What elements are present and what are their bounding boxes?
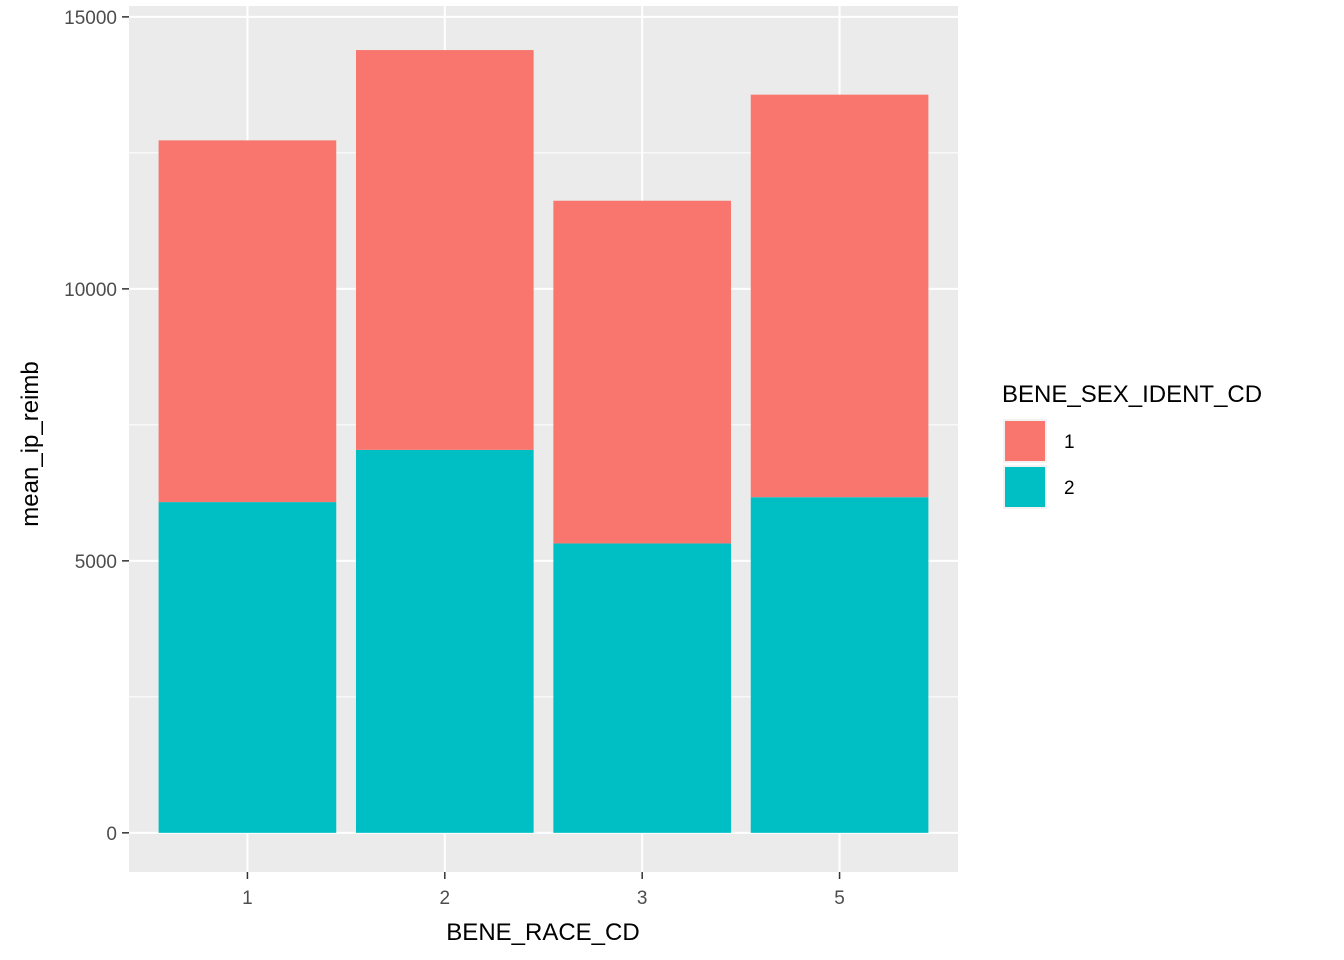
bar-race-3-sex-1: [553, 200, 732, 544]
bar-race-1-sex-2: [158, 502, 337, 833]
bars: [158, 50, 929, 833]
x-tick-label: 2: [440, 888, 451, 909]
x-tick-label: 5: [834, 888, 845, 909]
y-tick-label: 10000: [64, 280, 117, 301]
legend-label-1: 1: [1064, 432, 1075, 453]
legend-title: BENE_SEX_IDENT_CD: [1002, 381, 1262, 408]
bar-race-5-sex-1: [750, 94, 929, 498]
bar-race-2-sex-1: [355, 50, 534, 450]
y-tick-label: 15000: [64, 8, 117, 29]
x-tick-label: 3: [637, 888, 648, 909]
legend-swatch-1: [1005, 421, 1045, 461]
bar-race-3-sex-2: [553, 543, 732, 833]
x-tick-label: 1: [242, 888, 253, 909]
legend-label-2: 2: [1064, 478, 1075, 499]
bar-race-5-sex-2: [750, 497, 929, 833]
y-tick-label: 0: [106, 824, 117, 845]
y-tick-label: 5000: [75, 552, 117, 573]
x-axis-title: BENE_RACE_CD: [446, 919, 639, 946]
legend-swatch-2: [1005, 467, 1045, 507]
x-axis-ticks: 1 2 3 5: [242, 872, 845, 909]
legend-items: 12: [1003, 419, 1075, 509]
legend: BENE_SEX_IDENT_CD 12: [1002, 381, 1262, 509]
bar-race-2-sex-2: [355, 449, 534, 833]
y-axis-title: mean_ip_reimb: [17, 361, 44, 526]
y-axis-ticks: 0 5000 10000 15000: [64, 8, 129, 845]
bar-race-1-sex-1: [158, 140, 337, 503]
